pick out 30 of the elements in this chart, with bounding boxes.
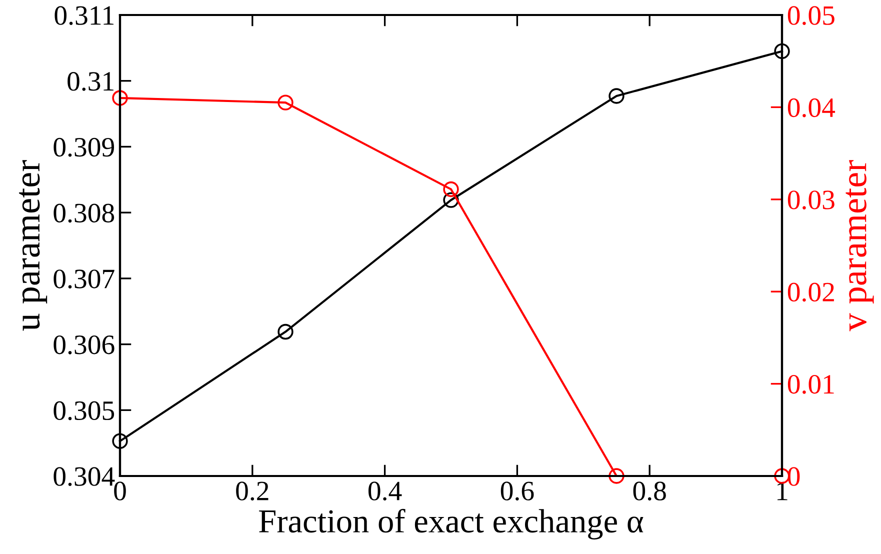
y2-tick-label: 0.01 bbox=[788, 374, 834, 394]
y-tick-label: 0.307 bbox=[54, 270, 114, 288]
y2-tick-label: 0.02 bbox=[788, 282, 834, 302]
x-tick-label: 0.6 bbox=[500, 482, 534, 501]
point bbox=[443, 192, 459, 208]
point bbox=[278, 94, 294, 110]
y-axis-title: u parameter bbox=[19, 160, 48, 331]
y-tick-label: 0.31 bbox=[68, 72, 114, 91]
point bbox=[608, 468, 624, 484]
y2-tick-label: 0.05 bbox=[788, 6, 834, 26]
y2-tick-label: 0.04 bbox=[788, 98, 836, 118]
x-tick-label: 0 bbox=[114, 482, 126, 500]
y2-tick-label: 0.03 bbox=[788, 190, 834, 210]
point bbox=[443, 181, 459, 198]
x-tick-label: 0.8 bbox=[633, 482, 666, 501]
x-tick-label: 0.4 bbox=[368, 482, 402, 501]
y-tick-label: 0.309 bbox=[54, 138, 114, 157]
y-tick-label: 0.304 bbox=[54, 467, 115, 486]
y-tick-label: 0.308 bbox=[54, 204, 114, 223]
point bbox=[774, 43, 790, 60]
y2-axis-title: v parameter bbox=[846, 160, 874, 332]
point bbox=[112, 433, 128, 449]
point bbox=[112, 90, 128, 106]
x-tick-label: 0.2 bbox=[236, 482, 268, 501]
point bbox=[278, 324, 294, 340]
x-axis-title: Fraction of exact exchange α bbox=[259, 508, 644, 540]
y-tick-label: 0.306 bbox=[54, 335, 114, 354]
point bbox=[608, 88, 624, 104]
y-tick-label: 0.305 bbox=[54, 401, 114, 420]
y-tick-label: 0.311 bbox=[54, 6, 114, 26]
